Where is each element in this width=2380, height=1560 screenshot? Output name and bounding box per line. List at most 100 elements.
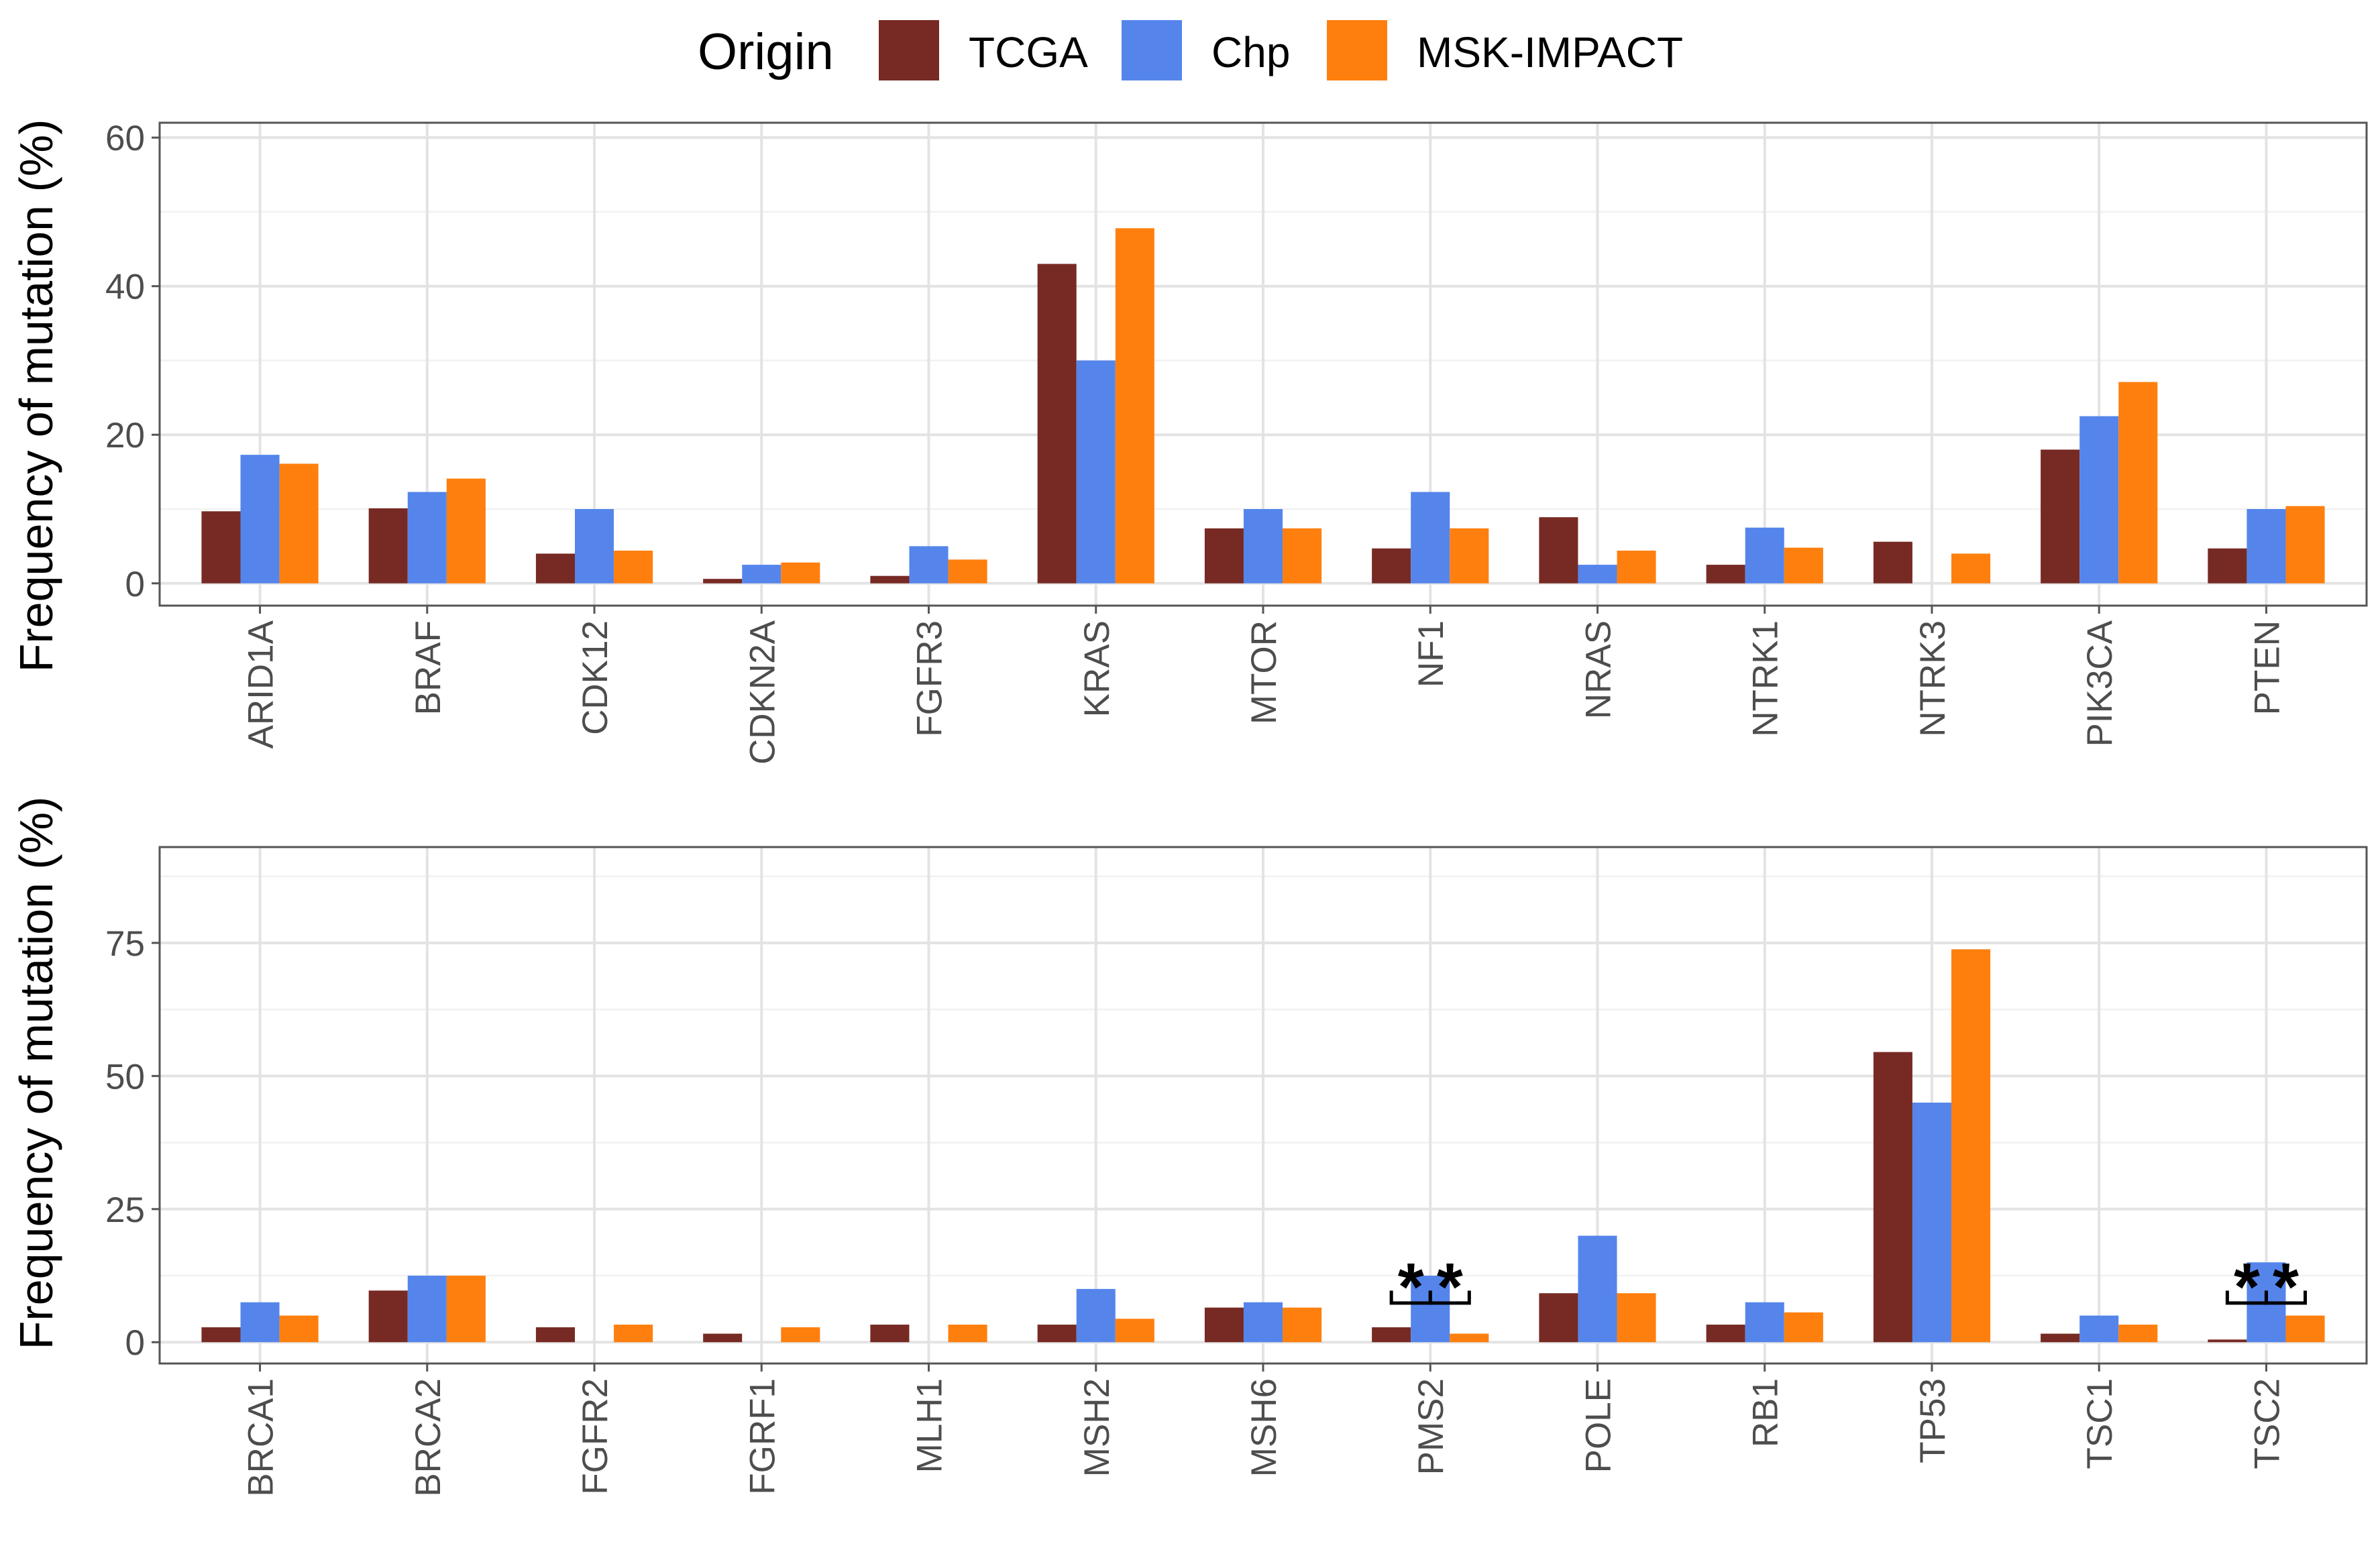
x-tick-label: CDK12 [576, 620, 615, 735]
bar-tcga-mtor [1204, 528, 1244, 583]
bar-msk-impact-kras [1115, 228, 1154, 583]
y-tick-label: 50 [105, 1057, 145, 1097]
bar-chp-brca2 [407, 1276, 447, 1343]
x-tick-label: MTOR [1244, 620, 1284, 724]
bar-msk-impact-ntrk3 [1951, 553, 1991, 583]
y-tick-label: 0 [125, 1323, 145, 1363]
bar-chp-pik3ca [2079, 416, 2119, 583]
x-tick-label: KRAS [1077, 620, 1117, 717]
bar-msk-impact-fgrf1 [781, 1327, 820, 1343]
y-tick-label: 20 [105, 416, 145, 455]
bar-msk-impact-braf [446, 478, 486, 583]
bar-msk-impact-msh2 [1115, 1319, 1154, 1343]
bar-tcga-tp53 [1873, 1052, 1912, 1343]
bar-tcga-pik3ca [2041, 449, 2080, 583]
bar-msk-impact-fgfr3 [948, 559, 987, 583]
bar-msk-impact-mtor [1283, 528, 1322, 583]
x-tick-label: ARID1A [241, 620, 281, 748]
bar-chp-msh6 [1243, 1302, 1283, 1343]
bar-tcga-pole [1539, 1293, 1578, 1343]
legend-key-chp [1122, 20, 1182, 80]
bar-chp-nf1 [1411, 492, 1450, 583]
bar-msk-impact-pik3ca [2118, 382, 2158, 583]
bar-msk-impact-nras [1617, 551, 1656, 583]
x-tick-label: FGFR2 [576, 1378, 615, 1495]
bar-msk-impact-ntrk1 [1784, 547, 1823, 583]
legend-label-msk-impact: MSK-IMPACT [1417, 28, 1683, 76]
bar-chp-pten [2247, 509, 2286, 583]
significance-bracket [2264, 1290, 2308, 1305]
bar-chp-brca1 [240, 1302, 280, 1343]
legend: Origin TCGA Chp MSK-IMPACT [698, 20, 1683, 80]
x-tick-label: FGRF1 [743, 1378, 782, 1495]
bar-msk-impact-pole [1617, 1293, 1656, 1343]
x-tick-label: MSH6 [1244, 1378, 1284, 1477]
bar-tcga-brca2 [368, 1290, 408, 1343]
significance-star: * [2273, 1249, 2299, 1325]
bar-tcga-brca1 [201, 1327, 241, 1343]
bar-msk-impact-pms2 [1450, 1333, 1489, 1343]
y-tick-label: 25 [105, 1190, 145, 1230]
legend-title: Origin [698, 23, 834, 80]
x-tick-label: MLH1 [910, 1378, 950, 1473]
significance-bracket [1428, 1290, 1471, 1305]
x-tick-label: NF1 [1411, 620, 1451, 687]
bar-tcga-arid1a [201, 511, 241, 583]
bar-tcga-fgrf1 [703, 1333, 743, 1343]
bar-msk-impact-arid1a [279, 463, 319, 583]
x-tick-label: PIK3CA [2080, 620, 2120, 746]
bar-msk-impact-brca2 [446, 1276, 486, 1343]
x-tick-label: TP53 [1913, 1378, 1953, 1463]
bar-msk-impact-msh6 [1283, 1307, 1322, 1343]
bar-chp-fgfr3 [909, 546, 949, 583]
bar-tcga-ntrk3 [1873, 541, 1912, 583]
bar-tcga-fgfr3 [870, 575, 910, 583]
bar-chp-kras [1076, 360, 1116, 583]
x-tick-label: NTRK3 [1913, 620, 1953, 737]
bar-tcga-tsc1 [2041, 1333, 2080, 1343]
bar-tcga-braf [368, 508, 408, 583]
significance-star: * [2234, 1249, 2260, 1325]
bar-msk-impact-tsc2 [2285, 1315, 2325, 1343]
legend-key-tcga [879, 20, 939, 80]
bar-tcga-msh6 [1204, 1307, 1244, 1343]
bar-msk-impact-cdk12 [614, 551, 653, 583]
y-tick-label: 40 [105, 268, 145, 307]
x-tick-label: TSC2 [2247, 1378, 2287, 1469]
legend-label-tcga: TCGA [969, 28, 1088, 76]
bar-msk-impact-tp53 [1951, 949, 1991, 1343]
bar-tcga-pms2 [1372, 1327, 1411, 1343]
bar-msk-impact-nf1 [1450, 528, 1489, 583]
bar-msk-impact-mlh1 [948, 1325, 987, 1343]
y-tick-label: 0 [125, 565, 145, 604]
bar-tcga-kras [1037, 264, 1077, 583]
bar-chp-mtor [1243, 509, 1283, 583]
bar-tcga-pten [2208, 548, 2247, 583]
bar-tcga-nf1 [1372, 548, 1411, 583]
y-axis-title: Frequency of mutation (%) [10, 797, 62, 1350]
x-tick-label: BRCA2 [409, 1378, 448, 1497]
bar-tcga-rb1 [1706, 1325, 1745, 1343]
bar-tcga-msh2 [1037, 1325, 1077, 1343]
bar-chp-rb1 [1745, 1302, 1784, 1343]
x-tick-label: CDKN2A [743, 620, 782, 765]
bar-msk-impact-cdkn2a [781, 562, 820, 583]
x-tick-label: NRAS [1578, 620, 1618, 719]
bar-chp-cdkn2a [742, 565, 781, 583]
bar-chp-cdk12 [574, 509, 614, 583]
bar-tcga-ntrk1 [1706, 565, 1745, 583]
bar-tcga-nras [1539, 517, 1578, 583]
x-tick-label: RB1 [1746, 1378, 1786, 1447]
bar-msk-impact-fgfr2 [614, 1325, 653, 1343]
chart-panels: 0 20 40 60 ARID1A BRAF CDK12 CDKN2A FGFR3 KRAS MTO… [10, 119, 2368, 1497]
bar-chp-ntrk1 [1745, 527, 1784, 583]
bar-msk-impact-brca1 [279, 1315, 319, 1343]
bar-chp-arid1a [240, 455, 280, 583]
bar-msk-impact-tsc1 [2118, 1325, 2158, 1343]
bar-tcga-tsc2 [2208, 1339, 2247, 1343]
bar-chp-tp53 [1912, 1103, 1952, 1343]
legend-key-msk-impact [1327, 20, 1387, 80]
x-tick-label: BRAF [409, 620, 448, 715]
